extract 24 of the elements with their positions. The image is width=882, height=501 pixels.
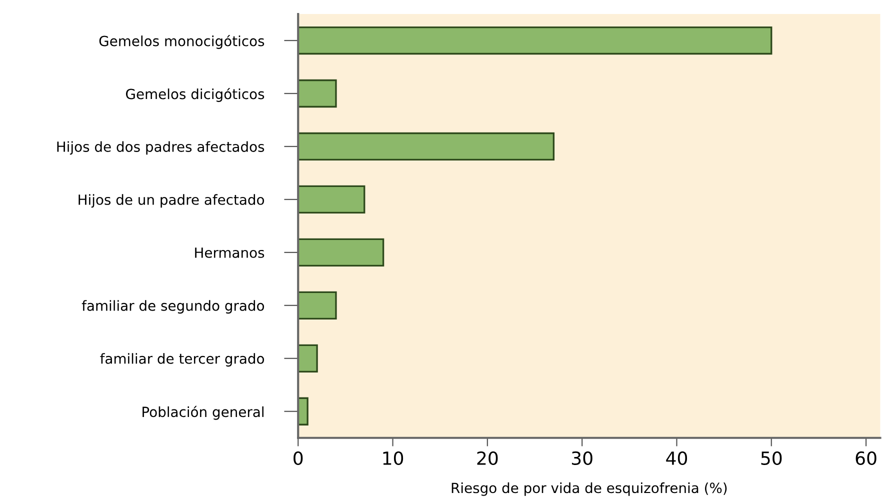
bar bbox=[298, 291, 337, 320]
x-tick-label: 30 bbox=[572, 451, 592, 466]
bar bbox=[298, 26, 772, 55]
bar bbox=[298, 185, 366, 214]
bar bbox=[298, 344, 318, 372]
bar bbox=[298, 238, 384, 267]
x-tick-label: 20 bbox=[477, 451, 498, 466]
y-tick-label: Hermanos bbox=[195, 248, 264, 258]
y-tick-label: Hijos de dos padres afectados bbox=[57, 141, 264, 155]
x-tick-label: 50 bbox=[761, 451, 782, 466]
x-tick-label: 0 bbox=[294, 451, 303, 466]
y-tick-label: Gemelos dicigóticos bbox=[126, 88, 264, 102]
y-tick-label: Población general bbox=[142, 406, 264, 420]
x-axis-title: Riesgo de por vida de esquizofrenia (%) bbox=[452, 482, 727, 496]
y-tick-label: Hijos de un padre afectado bbox=[78, 194, 264, 208]
bar bbox=[298, 132, 555, 161]
y-tick-label: familiar de segundo grado bbox=[82, 300, 264, 314]
x-tick-label: 40 bbox=[666, 451, 688, 466]
x-tick-label: 10 bbox=[383, 451, 404, 466]
bar bbox=[298, 397, 308, 426]
bar bbox=[298, 79, 337, 108]
y-tick-label: Gemelos monocigóticos bbox=[99, 34, 264, 49]
x-tick-label: 60 bbox=[856, 451, 876, 466]
y-tick-label: familiar de tercer grado bbox=[100, 353, 264, 367]
